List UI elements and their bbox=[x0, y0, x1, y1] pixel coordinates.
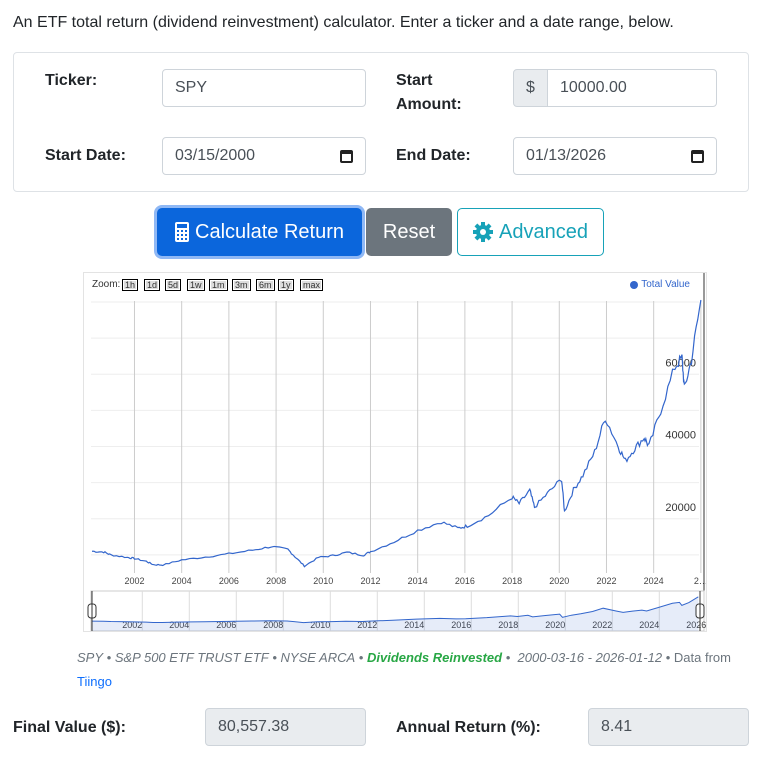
gear-icon bbox=[473, 222, 494, 242]
chart-container: Zoom: 1h 1d 5d 1w 1m 3m 6m 1y max Total Value 20… bbox=[83, 272, 707, 632]
reset-label: Reset bbox=[382, 220, 436, 243]
ticker-input[interactable]: SPY bbox=[162, 69, 366, 107]
x-tick-label: 2008 bbox=[266, 576, 286, 586]
x-tick-label: 2022 bbox=[596, 576, 616, 586]
x-tick-label: 2… bbox=[694, 576, 706, 586]
end-date-label: End Date: bbox=[396, 147, 471, 164]
advanced-button[interactable]: Advanced bbox=[457, 208, 604, 256]
x-tick-label: 2006 bbox=[219, 576, 239, 586]
nav-tick-label: 2008 bbox=[263, 620, 283, 630]
nav-tick-label: 2010 bbox=[310, 620, 330, 630]
legend-label: Total Value bbox=[641, 279, 690, 290]
x-tick-label: 2018 bbox=[502, 576, 522, 586]
sep: • bbox=[106, 650, 112, 665]
x-tick-label: 2012 bbox=[360, 576, 380, 586]
source-date-range: 2000-03-16 - 2026-01-12 bbox=[517, 650, 663, 665]
nav-tick-label: 2018 bbox=[498, 620, 518, 630]
ticker-value: SPY bbox=[175, 79, 208, 96]
nav-tick-label: 2024 bbox=[639, 620, 659, 630]
zoom-1y-button[interactable]: 1y bbox=[278, 279, 294, 291]
zoom-5d-button[interactable]: 5d bbox=[165, 279, 182, 291]
sep: • bbox=[505, 650, 511, 665]
annual-return-output: 8.41 bbox=[588, 708, 749, 746]
start-date-value: 03/15/2000 bbox=[175, 147, 256, 164]
sep: • bbox=[358, 650, 364, 665]
end-date-value: 01/13/2026 bbox=[526, 147, 607, 164]
nav-tick-label: 2022 bbox=[592, 620, 612, 630]
legend-dot-icon bbox=[630, 280, 639, 289]
y-tick-label: 40000 bbox=[665, 430, 696, 442]
navigator-area bbox=[92, 596, 699, 631]
intro-text: An ETF total return (dividend reinvestme… bbox=[13, 14, 674, 31]
data-source-line: SPY • S&P 500 ETF TRUST ETF • NYSE ARCA … bbox=[77, 646, 747, 694]
zoom-1w-button[interactable]: 1w bbox=[187, 279, 205, 291]
tiingo-link[interactable]: Tiingo bbox=[77, 674, 112, 689]
sep: • bbox=[665, 650, 671, 665]
line-chart[interactable]: 2002 2004 2006 2008 2010 2012 2014 2016 2018 2020… bbox=[84, 273, 706, 631]
annual-return-label: Annual Return (%): bbox=[396, 719, 541, 736]
x-tick-label: 2016 bbox=[455, 576, 475, 586]
legend-total-value[interactable]: Total Value bbox=[630, 279, 690, 290]
navigator bbox=[90, 590, 705, 631]
calculator-icon bbox=[175, 222, 190, 242]
amount-label: Start Amount: bbox=[396, 72, 462, 113]
start-date-input[interactable]: 03/15/2000 bbox=[162, 137, 366, 175]
final-value-output: 80,557.38 bbox=[205, 708, 366, 746]
advanced-label: Advanced bbox=[499, 220, 588, 243]
x-tick-label: 2024 bbox=[644, 576, 664, 586]
nav-tick-label: 2016 bbox=[451, 620, 471, 630]
source-ticker: SPY bbox=[77, 650, 104, 665]
nav-tick-label: 2004 bbox=[169, 620, 189, 630]
source-fund-name: S&P 500 ETF TRUST ETF bbox=[114, 650, 269, 665]
nav-tick-label: 2012 bbox=[357, 620, 377, 630]
zoom-1d-button[interactable]: 1d bbox=[144, 279, 161, 291]
reset-button[interactable]: Reset bbox=[366, 208, 452, 256]
y-tick-label: 60000 bbox=[665, 357, 696, 369]
x-tick-label: 2020 bbox=[549, 576, 569, 586]
final-value-label: Final Value ($): bbox=[13, 719, 126, 736]
currency-addon: $ bbox=[513, 69, 548, 107]
zoom-1m-button[interactable]: 1m bbox=[209, 279, 228, 291]
navigator-line bbox=[91, 596, 699, 624]
zoom-6m-button[interactable]: 6m bbox=[256, 279, 275, 291]
zoom-3m-button[interactable]: 3m bbox=[232, 279, 251, 291]
zoom-label: Zoom: bbox=[92, 279, 121, 290]
x-tick-label: 2004 bbox=[172, 576, 192, 586]
amount-value: 10000.00 bbox=[560, 79, 627, 96]
calendar-icon[interactable] bbox=[340, 149, 353, 163]
source-exchange: NYSE ARCA bbox=[280, 650, 356, 665]
nav-tick-label: 2026 bbox=[686, 620, 706, 630]
zoom-1h-button[interactable]: 1h bbox=[122, 279, 139, 291]
calculate-label: Calculate Return bbox=[195, 220, 344, 243]
x-tick-label: 2010 bbox=[313, 576, 333, 586]
amount-input[interactable]: 10000.00 bbox=[547, 69, 717, 107]
ticker-label: Ticker: bbox=[45, 72, 98, 89]
y-tick-label: 20000 bbox=[665, 502, 696, 514]
data-from-text: Data from bbox=[673, 650, 731, 665]
nav-tick-label: 2020 bbox=[545, 620, 565, 630]
end-date-input[interactable]: 01/13/2026 bbox=[513, 137, 717, 175]
nav-tick-label: 2014 bbox=[404, 620, 424, 630]
calendar-icon[interactable] bbox=[691, 149, 704, 163]
sep: • bbox=[272, 650, 277, 665]
nav-tick-label: 2006 bbox=[216, 620, 236, 630]
dividends-badge: Dividends Reinvested bbox=[366, 650, 503, 665]
x-tick-label: 2014 bbox=[408, 576, 428, 586]
total-value-line bbox=[91, 299, 702, 568]
calculate-return-button[interactable]: Calculate Return bbox=[157, 208, 362, 256]
zoom-max-button[interactable]: max bbox=[300, 279, 324, 291]
start-date-label: Start Date: bbox=[45, 147, 126, 164]
nav-tick-label: 2002 bbox=[122, 620, 142, 630]
calculator-form bbox=[13, 52, 749, 192]
x-tick-label: 2002 bbox=[124, 576, 144, 586]
